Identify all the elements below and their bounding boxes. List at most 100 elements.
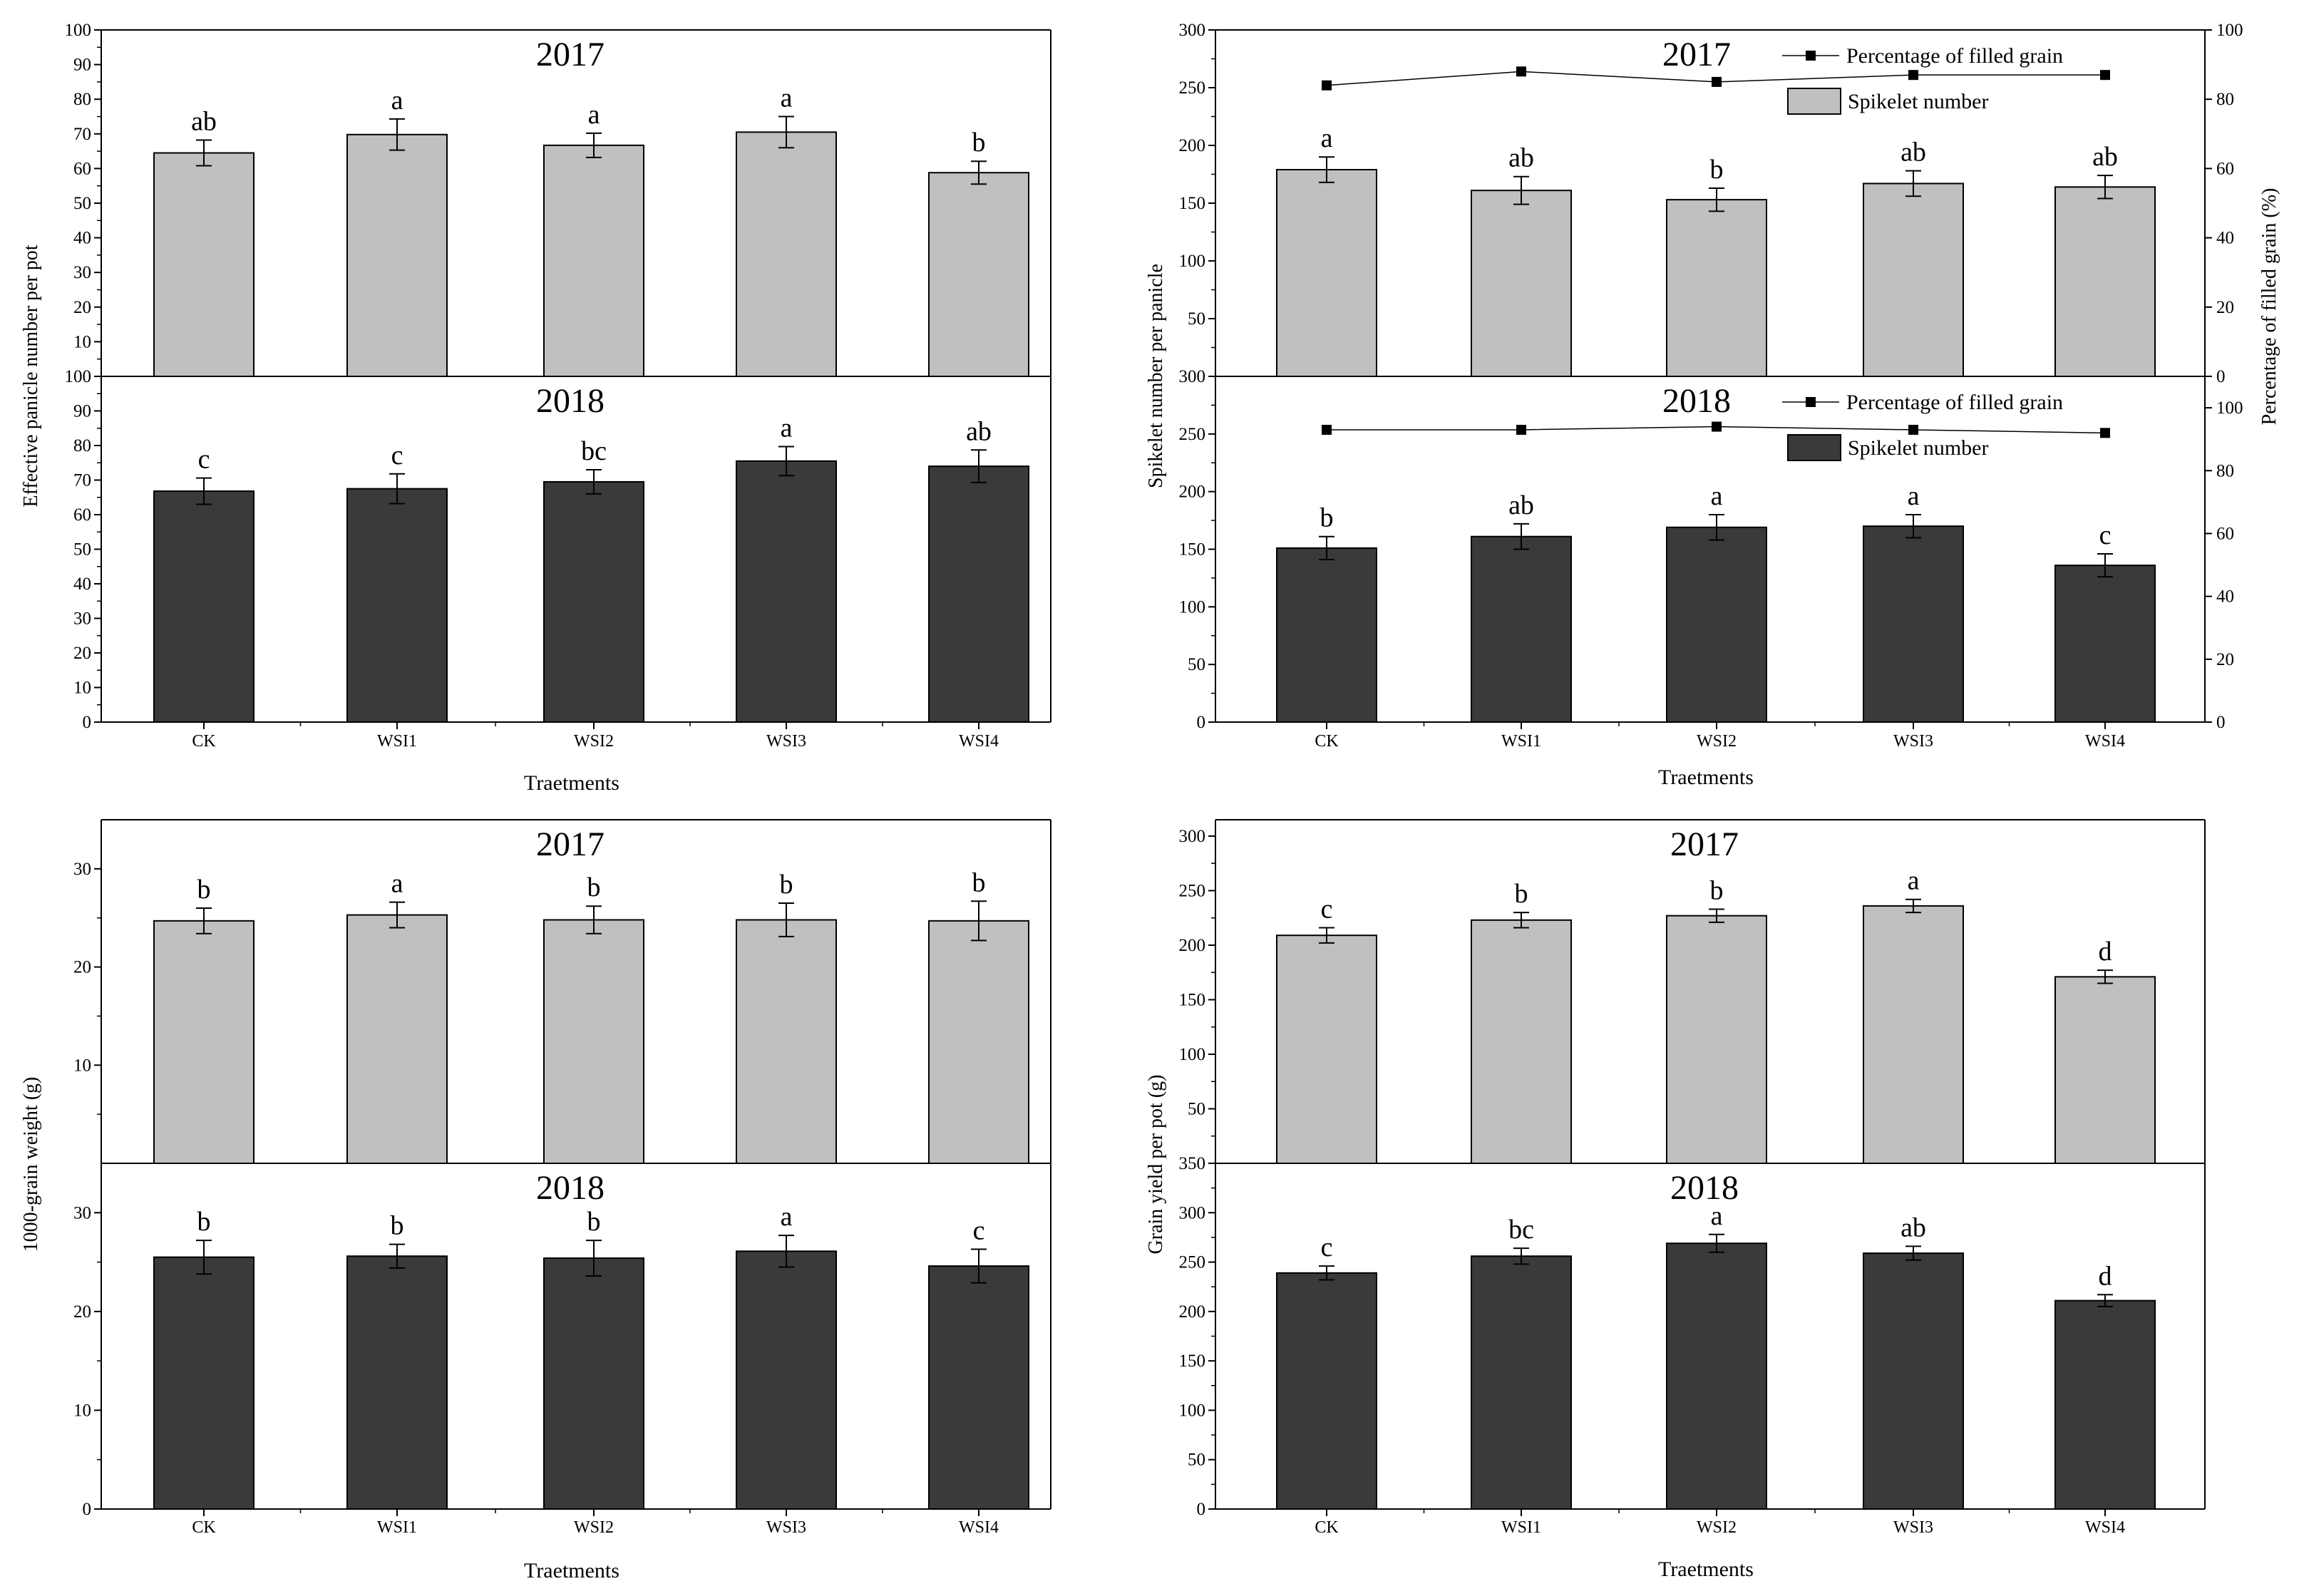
legend-bar-label: Spikelet number [1848, 436, 1988, 460]
significance-letter: a [1321, 123, 1333, 153]
bar-WSI2 [543, 1257, 644, 1510]
legend-line-label: Percentage of filled grain [1846, 44, 2063, 68]
y-tick-label: 20 [73, 958, 91, 977]
y2-tick-label: 60 [2216, 159, 2234, 178]
x-category-label: WSI2 [1697, 732, 1737, 751]
bar-WSI4 [928, 465, 1029, 723]
panel-2018: b b b a c 0 10 20 30 2018 [73, 1163, 1051, 1519]
y-tick-label: 50 [1188, 1451, 1205, 1470]
x-axis-label: Traetments [524, 771, 619, 795]
x-axis-label: Traetments [524, 1559, 619, 1582]
x-category-label: WSI4 [959, 732, 999, 751]
x-axis-label: Traetments [1658, 766, 1754, 789]
filled-grain-point [1908, 70, 1918, 81]
y-tick-label: 300 [1179, 367, 1206, 386]
x-category-label: WSI2 [574, 1518, 614, 1537]
filled-grain-point [1908, 424, 1918, 435]
significance-letter: c [1321, 894, 1333, 924]
bar-CK [1276, 935, 1377, 1164]
panel-year-title: 2018 [536, 1169, 605, 1207]
significance-letter: b [197, 1207, 211, 1237]
significance-letter: c [973, 1216, 985, 1246]
bar-CK [1276, 1272, 1377, 1510]
bar-WSI3 [736, 919, 837, 1165]
y-tick-label: 20 [73, 1302, 91, 1322]
y-tick-label: 100 [65, 21, 92, 40]
y2-tick-label: 20 [2216, 298, 2234, 317]
significance-letter: b [587, 872, 601, 902]
significance-letter: ab [2092, 142, 2118, 172]
bar-WSI4 [2054, 976, 2156, 1165]
legend-bar-swatch [1787, 434, 1841, 461]
significance-letter: ab [191, 107, 217, 137]
bar-WSI1 [346, 914, 448, 1165]
bar-WSI3 [736, 1250, 837, 1510]
bar-WSI3 [1863, 525, 1964, 724]
y-tick-label: 300 [1179, 1203, 1206, 1222]
bar-CK [153, 152, 254, 377]
y-axis-label: Spikelet number per panicle [1145, 264, 1167, 488]
bar-WSI4 [2054, 565, 2156, 724]
y-tick-label: 50 [1188, 309, 1205, 329]
bar-WSI4 [928, 920, 1029, 1164]
bar-WSI2 [543, 144, 644, 377]
y-tick-label: 250 [1179, 425, 1206, 444]
y-tick-label: 300 [1179, 21, 1206, 40]
significance-letter: c [2099, 520, 2112, 550]
y-tick-label: 150 [1179, 1352, 1206, 1371]
y-tick-label: 10 [73, 679, 91, 698]
significance-letter: b [972, 867, 986, 897]
significance-letter: b [587, 1207, 601, 1237]
y2-tick-label: 100 [2216, 398, 2243, 418]
bar-CK [153, 1256, 254, 1510]
bar-WSI2 [1666, 1242, 1767, 1510]
bar-WSI3 [1863, 182, 1964, 377]
x-category-label: WSI4 [959, 1518, 999, 1537]
significance-letter: a [588, 100, 600, 130]
x-category-label: CK [192, 1518, 216, 1537]
x-category-label: WSI4 [2085, 732, 2125, 751]
y-tick-label: 350 [1179, 1154, 1206, 1173]
y-tick-label: 50 [1188, 655, 1205, 674]
bar-CK [1276, 169, 1377, 378]
significance-letter: b [1710, 155, 1724, 185]
significance-letter: a [391, 86, 403, 115]
panel-year-title: 2017 [536, 36, 605, 73]
filled-grain-point [1516, 66, 1526, 77]
filled-grain-point [1712, 421, 1722, 432]
filled-grain-point [2100, 70, 2110, 81]
filled-grain-point [1712, 76, 1722, 87]
y-tick-label: 80 [73, 90, 91, 109]
y2-tick-label: 40 [2216, 229, 2234, 248]
y2-axis-label: Percentage of filled grain (%) [2258, 188, 2280, 426]
y2-tick-label: 0 [2216, 367, 2226, 386]
x-category-label: WSI1 [377, 732, 417, 751]
y-axis-label: Grain yield per pot (g) [1145, 1075, 1167, 1255]
y-tick-label: 150 [1179, 194, 1206, 213]
significance-letter: ab [1508, 490, 1534, 520]
filled-grain-point [1516, 424, 1526, 435]
x-category-label: WSI1 [1501, 1518, 1541, 1537]
bar-WSI1 [346, 133, 448, 377]
y-tick-label: 200 [1179, 136, 1206, 155]
legend-square-marker [1806, 51, 1816, 61]
y-tick-label: 300 [1179, 827, 1206, 846]
chart-yield: c b b a d 50 100 150 200 250 300 2017 c bc a ab d 0 50 100 1… [1145, 819, 2206, 1581]
y-tick-label: 70 [73, 125, 91, 144]
panel-2018: c bc a ab d 0 50 100 150 200 250 300 350 2018 [1179, 1154, 2206, 1519]
legend-bar-swatch [1787, 88, 1841, 115]
significance-letter: ab [966, 416, 992, 446]
filled-grain-point [2100, 428, 2110, 438]
significance-letter: d [2099, 937, 2112, 967]
bar-WSI3 [736, 460, 837, 723]
bar-WSI2 [1666, 199, 1767, 378]
x-category-label: WSI1 [1501, 732, 1541, 751]
significance-letter: b [780, 870, 793, 900]
y-tick-label: 10 [73, 1056, 91, 1075]
y-tick-label: 0 [83, 1500, 92, 1519]
y2-tick-label: 40 [2216, 587, 2234, 607]
bar-WSI1 [1471, 919, 1572, 1165]
x-category-label: WSI3 [766, 732, 806, 751]
significance-letter: ab [1901, 138, 1926, 168]
y-tick-label: 50 [1188, 1099, 1205, 1118]
